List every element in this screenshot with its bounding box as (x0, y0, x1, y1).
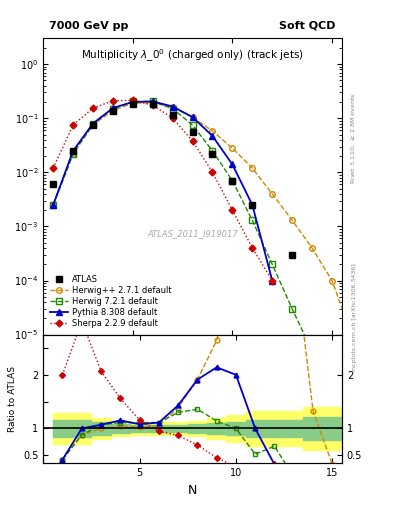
ATLAS (110, 108, 115, 114)
Herwig++ 2.7.1 default (290, 217, 294, 223)
Sherpa 2.2.9 default (51, 165, 55, 171)
Legend: ATLAS, Herwig++ 2.7.1 default, Herwig 7.2.1 default, Pythia 8.308 default, Sherp: ATLAS, Herwig++ 2.7.1 default, Herwig 7.… (48, 272, 174, 330)
ATLAS (190, 129, 195, 135)
Sherpa 2.2.9 default (250, 245, 255, 251)
Herwig 7.2.1 default (250, 217, 255, 223)
Herwig++ 2.7.1 default (190, 114, 195, 120)
Herwig++ 2.7.1 default (110, 108, 115, 114)
Sherpa 2.2.9 default (190, 138, 195, 144)
Herwig 7.2.1 default (71, 151, 75, 157)
Herwig++ 2.7.1 default (210, 128, 215, 134)
Herwig 7.2.1 default (91, 120, 95, 126)
ATLAS (71, 148, 75, 154)
Sherpa 2.2.9 default (170, 115, 175, 121)
Herwig++ 2.7.1 default (130, 100, 135, 106)
Pythia 8.308 default (51, 202, 55, 208)
Herwig++ 2.7.1 default (250, 165, 255, 171)
Text: Multiplicity $\lambda\_0^0$ (charged only) (track jets): Multiplicity $\lambda\_0^0$ (charged onl… (81, 47, 304, 64)
Herwig 7.2.1 default (151, 98, 155, 104)
Herwig 7.2.1 default (130, 98, 135, 104)
Pythia 8.308 default (151, 98, 155, 104)
Sherpa 2.2.9 default (210, 169, 215, 176)
Pythia 8.308 default (190, 114, 195, 120)
Pythia 8.308 default (71, 148, 75, 154)
ATLAS (210, 151, 215, 157)
Sherpa 2.2.9 default (71, 122, 75, 128)
Line: Pythia 8.308 default: Pythia 8.308 default (50, 99, 275, 283)
Herwig 7.2.1 default (170, 105, 175, 112)
ATLAS (170, 112, 175, 118)
Herwig 7.2.1 default (330, 398, 334, 404)
Sherpa 2.2.9 default (91, 105, 95, 111)
ATLAS (250, 202, 255, 208)
Herwig++ 2.7.1 default (270, 191, 275, 197)
Herwig 7.2.1 default (210, 148, 215, 154)
X-axis label: N: N (188, 484, 197, 497)
ATLAS (91, 122, 95, 128)
Sherpa 2.2.9 default (151, 102, 155, 108)
Herwig 7.2.1 default (310, 348, 314, 354)
Line: Herwig 7.2.1 default: Herwig 7.2.1 default (50, 99, 335, 403)
Herwig 7.2.1 default (290, 306, 294, 312)
Line: ATLAS: ATLAS (50, 101, 295, 258)
Sherpa 2.2.9 default (110, 98, 115, 104)
Herwig++ 2.7.1 default (151, 99, 155, 105)
Herwig++ 2.7.1 default (51, 202, 55, 208)
Sherpa 2.2.9 default (270, 278, 275, 284)
Text: Soft QCD: Soft QCD (279, 21, 336, 31)
Herwig++ 2.7.1 default (230, 145, 235, 151)
Pythia 8.308 default (230, 161, 235, 167)
Herwig 7.2.1 default (190, 122, 195, 128)
Pythia 8.308 default (170, 103, 175, 110)
Text: Rivet 3.1.10; $\geq$ 2.8M events: Rivet 3.1.10; $\geq$ 2.8M events (350, 93, 357, 184)
Pythia 8.308 default (110, 105, 115, 111)
Herwig++ 2.7.1 default (71, 151, 75, 157)
Herwig++ 2.7.1 default (91, 122, 95, 128)
Line: Sherpa 2.2.9 default: Sherpa 2.2.9 default (51, 98, 275, 283)
ATLAS (151, 101, 155, 107)
Herwig++ 2.7.1 default (170, 104, 175, 110)
Text: 7000 GeV pp: 7000 GeV pp (49, 21, 129, 31)
Pythia 8.308 default (210, 133, 215, 139)
Herwig 7.2.1 default (270, 261, 275, 267)
Sherpa 2.2.9 default (230, 207, 235, 213)
Text: ATLAS_2011_I919017: ATLAS_2011_I919017 (147, 229, 238, 239)
Text: mcplots.cern.ch [arXiv:1306.3436]: mcplots.cern.ch [arXiv:1306.3436] (352, 263, 357, 372)
Herwig++ 2.7.1 default (310, 245, 314, 251)
ATLAS (51, 181, 55, 187)
Herwig++ 2.7.1 default (330, 278, 334, 284)
Herwig++ 2.7.1 default (349, 331, 354, 337)
Herwig 7.2.1 default (230, 178, 235, 184)
Herwig 7.2.1 default (110, 105, 115, 112)
Herwig 7.2.1 default (51, 202, 55, 208)
Pythia 8.308 default (91, 120, 95, 126)
Pythia 8.308 default (270, 278, 275, 284)
ATLAS (130, 101, 135, 107)
Sherpa 2.2.9 default (130, 97, 135, 103)
Pythia 8.308 default (130, 99, 135, 105)
Line: Herwig++ 2.7.1 default: Herwig++ 2.7.1 default (50, 100, 354, 337)
Pythia 8.308 default (250, 202, 255, 208)
ATLAS (290, 251, 294, 258)
ATLAS (230, 178, 235, 184)
Y-axis label: Ratio to ATLAS: Ratio to ATLAS (8, 366, 17, 432)
